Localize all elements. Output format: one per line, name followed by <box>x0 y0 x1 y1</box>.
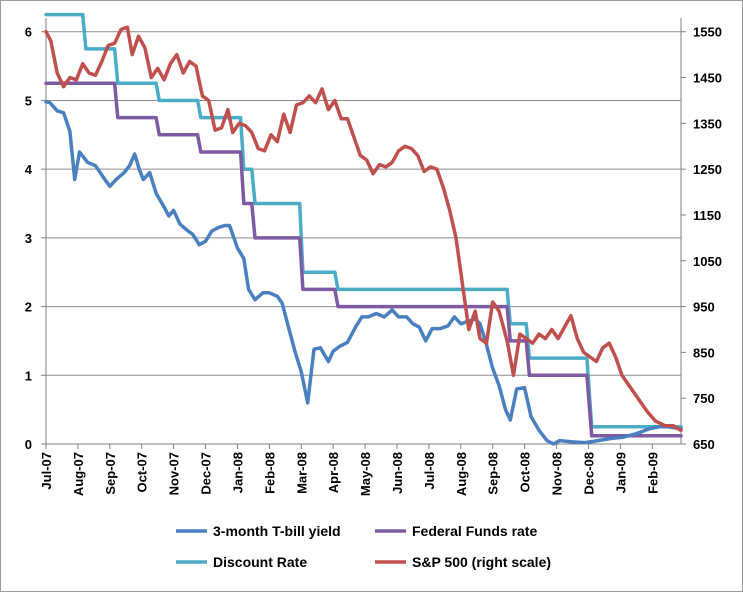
x-tick-label: Oct-07 <box>135 452 150 492</box>
left-tick-label: 6 <box>25 25 32 40</box>
x-tick-label: Apr-08 <box>326 452 341 493</box>
series-line-2 <box>44 12 683 429</box>
right-tick-label: 950 <box>693 300 715 315</box>
series-line-1 <box>44 81 683 438</box>
x-tick-label: Dec-07 <box>199 452 214 495</box>
right-tick-label: 1250 <box>693 162 722 177</box>
x-tick-label: Aug-08 <box>454 452 469 496</box>
series-lines <box>44 12 683 446</box>
x-tick-label: Oct-08 <box>518 452 533 492</box>
right-axis-ticks: 650 750 850 950 1050 1150 1250 1350 1450 1550 <box>693 25 722 452</box>
left-tick-label: 5 <box>25 93 32 108</box>
x-tick-label: Sep-08 <box>486 452 501 495</box>
x-axis-ticks: Jul-07 Aug-07 Sep-07 Oct-07 Nov-07 Dec-07 Jan-… <box>39 452 660 496</box>
legend-label-0: 3-month T-bill yield <box>213 523 341 539</box>
right-tick-label: 1350 <box>693 116 722 131</box>
right-tick-label: 1550 <box>693 25 722 40</box>
x-tick-label: Aug-07 <box>71 452 86 496</box>
legend-label-2: Discount Rate <box>213 554 307 570</box>
right-tick-label: 750 <box>693 391 715 406</box>
x-tick-label: Nov-08 <box>550 452 565 495</box>
left-tick-label: 1 <box>25 368 32 383</box>
right-tick-label: 1150 <box>693 208 721 223</box>
left-axis-ticks: 0 1 2 3 4 5 6 <box>25 25 33 452</box>
legend-label-1: Federal Funds rate <box>412 523 537 539</box>
x-tick-label: Jul-08 <box>422 452 437 490</box>
left-tick-label: 3 <box>25 231 32 246</box>
x-tick-label: Mar-08 <box>294 452 309 494</box>
right-tick-label: 1450 <box>693 71 722 86</box>
x-tick-label: Feb-08 <box>262 452 277 494</box>
x-tick-label: Feb-09 <box>645 452 660 494</box>
series-line-3 <box>44 25 683 433</box>
right-tick-label: 850 <box>693 345 715 360</box>
x-tick-label: Nov-07 <box>167 452 182 495</box>
left-tick-label: 0 <box>25 437 32 452</box>
x-tick-label: Jun-08 <box>390 452 405 494</box>
x-tick-label: Jan-08 <box>230 452 245 493</box>
right-tick-label: 650 <box>693 437 715 452</box>
x-tick-label: May-08 <box>358 452 373 496</box>
x-tick-label: Sep-07 <box>103 452 118 495</box>
axes <box>41 18 686 449</box>
right-tick-label: 1050 <box>693 254 722 269</box>
left-tick-label: 4 <box>25 162 33 177</box>
x-tick-label: Jul-07 <box>39 452 54 490</box>
x-tick-label: Dec-08 <box>581 452 596 495</box>
legend-label-3: S&P 500 (right scale) <box>412 554 551 570</box>
left-tick-label: 2 <box>25 300 32 315</box>
series-line-0 <box>44 100 683 446</box>
x-tick-label: Jan-09 <box>613 452 628 493</box>
legend: 3-month T-bill yield Federal Funds rate Di… <box>176 523 551 570</box>
